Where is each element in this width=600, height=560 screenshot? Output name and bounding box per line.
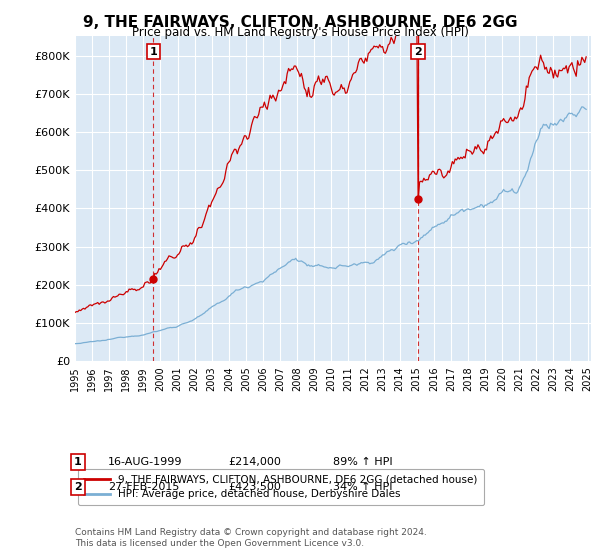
Text: 34% ↑ HPI: 34% ↑ HPI <box>333 482 392 492</box>
Text: 2: 2 <box>414 46 422 57</box>
Text: £214,000: £214,000 <box>228 457 281 467</box>
Text: Contains HM Land Registry data © Crown copyright and database right 2024.
This d: Contains HM Land Registry data © Crown c… <box>75 528 427 548</box>
Text: 27-FEB-2015: 27-FEB-2015 <box>108 482 179 492</box>
Text: Price paid vs. HM Land Registry's House Price Index (HPI): Price paid vs. HM Land Registry's House … <box>131 26 469 39</box>
Text: £423,500: £423,500 <box>228 482 281 492</box>
Text: 2: 2 <box>74 482 82 492</box>
Text: 89% ↑ HPI: 89% ↑ HPI <box>333 457 392 467</box>
Text: 9, THE FAIRWAYS, CLIFTON, ASHBOURNE, DE6 2GG: 9, THE FAIRWAYS, CLIFTON, ASHBOURNE, DE6… <box>83 15 517 30</box>
Text: 1: 1 <box>149 46 157 57</box>
Text: 1: 1 <box>74 457 82 467</box>
Legend: 9, THE FAIRWAYS, CLIFTON, ASHBOURNE, DE6 2GG (detached house), HPI: Average pric: 9, THE FAIRWAYS, CLIFTON, ASHBOURNE, DE6… <box>77 469 484 505</box>
Text: 16-AUG-1999: 16-AUG-1999 <box>108 457 182 467</box>
